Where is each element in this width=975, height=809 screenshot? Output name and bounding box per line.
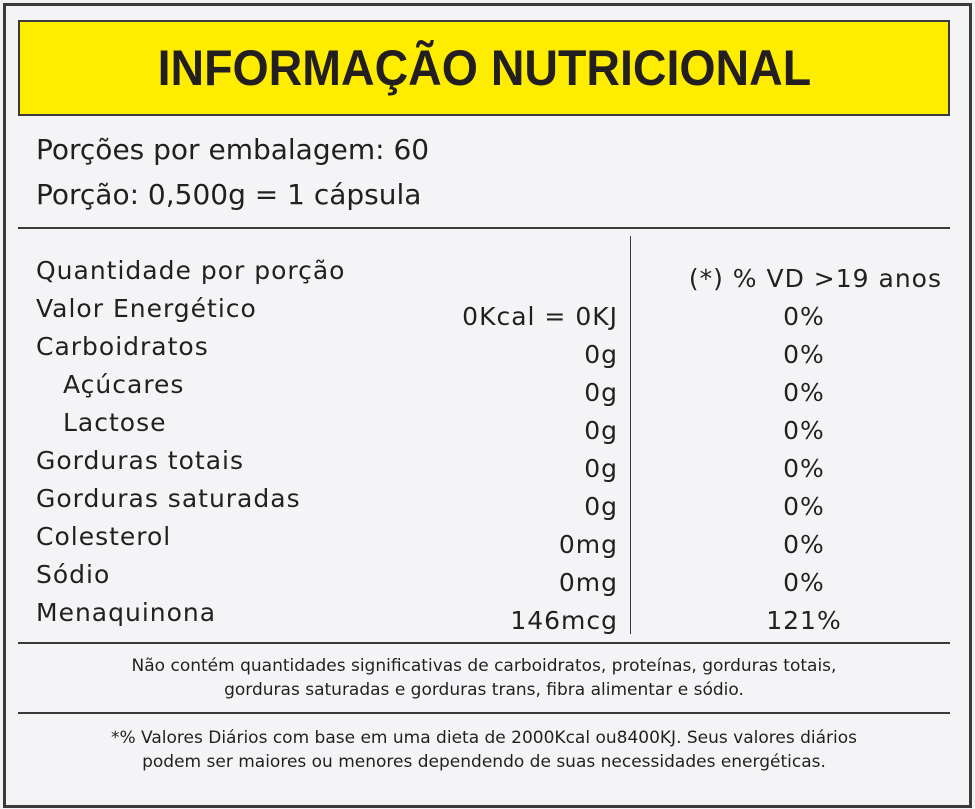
nutrient-amount: 0g (584, 378, 618, 407)
nutrient-name: Gorduras totais (36, 446, 244, 475)
quantity-header: Quantidade por porção (36, 256, 346, 285)
vd-header: (*) % VD >19 anos (688, 264, 942, 293)
divider (18, 712, 950, 714)
table-row: Valor Energético 0Kcal = 0KJ 0% (36, 294, 942, 332)
nutrient-name: Açúcares (63, 370, 185, 399)
nutrient-vd: 0% (783, 568, 825, 597)
daily-values-note: *% Valores Diários com base em uma dieta… (18, 726, 950, 774)
portion-size: Porção: 0,500g = 1 cápsula (36, 178, 422, 211)
table-row: Sódio 0mg 0% (36, 560, 942, 598)
nutrition-label (3, 3, 972, 808)
table-row: Colesterol 0mg 0% (36, 522, 942, 560)
nutrient-amount: 0g (584, 416, 618, 445)
note-line: gorduras saturadas e gorduras trans, fib… (224, 680, 744, 700)
table-header-row: Quantidade por porção (*) % VD >19 anos (36, 256, 942, 294)
nutrient-vd: 0% (783, 454, 825, 483)
note-line: Não contém quantidades significativas de… (131, 656, 837, 676)
nutrient-name: Valor Energético (36, 294, 257, 323)
title-bar: INFORMAÇÃO NUTRICIONAL (18, 20, 950, 116)
table-row: Menaquinona 146mcg 121% (36, 598, 942, 636)
nutrient-amount: 0g (584, 492, 618, 521)
nutrient-amount: 0g (584, 454, 618, 483)
nutrient-vd: 0% (783, 340, 825, 369)
nutrient-vd: 0% (783, 416, 825, 445)
nutrient-name: Sódio (36, 560, 111, 589)
nutrient-vd: 0% (783, 378, 825, 407)
label-title: INFORMAÇÃO NUTRICIONAL (157, 40, 811, 96)
divider (18, 227, 950, 229)
nutrient-name: Carboidratos (36, 332, 209, 361)
nutrient-amount: 0g (584, 340, 618, 369)
nutrient-amount: 146mcg (510, 606, 618, 635)
nutrient-vd: 121% (766, 606, 842, 635)
not-significant-note: Não contém quantidades significativas de… (18, 654, 950, 702)
nutrient-name: Gorduras saturadas (36, 484, 301, 513)
nutrient-amount: 0mg (558, 568, 618, 597)
nutrient-vd: 0% (783, 302, 825, 331)
nutrient-vd: 0% (783, 530, 825, 559)
nutrient-amount: 0Kcal = 0KJ (462, 302, 618, 331)
servings-per-package: Porções por embalagem: 60 (36, 133, 430, 166)
note-line: *% Valores Diários com base em uma dieta… (110, 728, 858, 748)
table-row: Carboidratos 0g 0% (36, 332, 942, 370)
nutrient-name: Menaquinona (36, 598, 217, 627)
table-row: Gorduras saturadas 0g 0% (36, 484, 942, 522)
nutrient-name: Lactose (63, 408, 167, 437)
nutrient-name: Colesterol (36, 522, 172, 551)
divider (18, 642, 950, 644)
nutrient-amount: 0mg (558, 530, 618, 559)
note-line: podem ser maiores ou menores dependendo … (142, 752, 826, 772)
table-row: Lactose 0g 0% (36, 408, 942, 446)
table-row: Gorduras totais 0g 0% (36, 446, 942, 484)
nutrient-vd: 0% (783, 492, 825, 521)
table-row: Açúcares 0g 0% (36, 370, 942, 408)
column-divider (630, 236, 631, 634)
